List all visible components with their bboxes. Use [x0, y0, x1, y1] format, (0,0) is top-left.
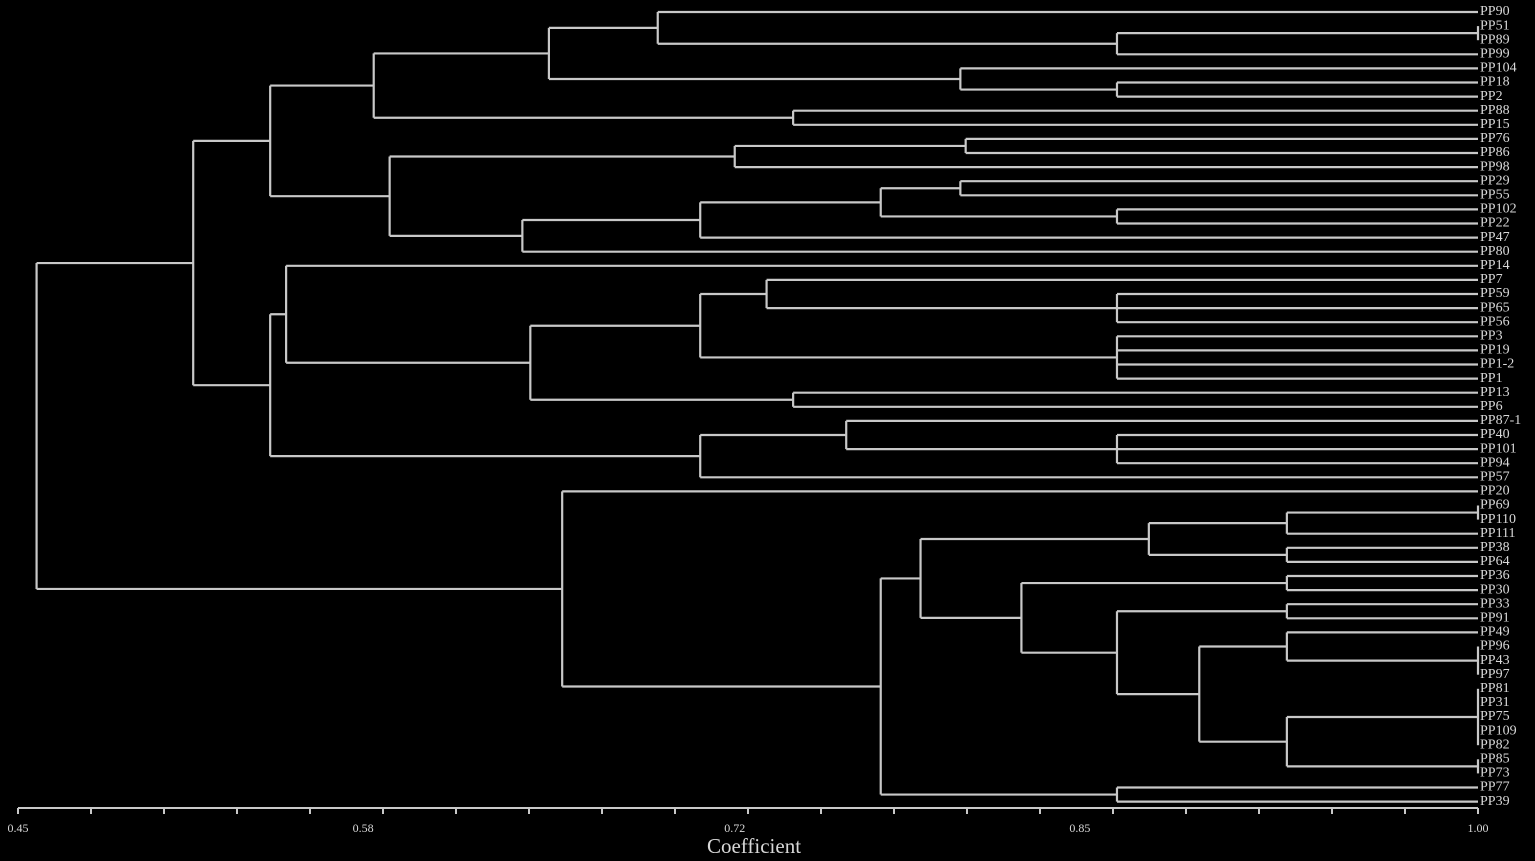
- leaf-label: PP85: [1480, 752, 1510, 767]
- leaf-label: PP111: [1480, 526, 1516, 541]
- leaf-label: PP89: [1480, 32, 1510, 47]
- leaf-label: PP1: [1480, 371, 1503, 386]
- leaf-label: PP77: [1480, 780, 1510, 795]
- leaf-label: PP51: [1480, 18, 1510, 33]
- leaf-label: PP90: [1480, 4, 1510, 19]
- leaf-label: PP86: [1480, 145, 1510, 160]
- leaf-label: PP96: [1480, 639, 1510, 654]
- leaf-label: PP13: [1480, 385, 1510, 400]
- leaf-label: PP97: [1480, 667, 1510, 682]
- axis-tick-label: 0.58: [353, 821, 374, 835]
- leaf-label: PP49: [1480, 625, 1510, 640]
- leaf-label: PP64: [1480, 554, 1510, 569]
- leaf-label: PP76: [1480, 131, 1510, 146]
- leaf-label: PP19: [1480, 343, 1510, 358]
- leaf-label: PP1-2: [1480, 357, 1514, 372]
- axis-ticks: [17, 808, 1479, 814]
- leaf-label: PP6: [1480, 399, 1503, 414]
- leaf-label: PP40: [1480, 427, 1510, 442]
- leaf-label: PP18: [1480, 75, 1510, 90]
- leaf-label: PP3: [1480, 329, 1503, 344]
- leaf-label: PP15: [1480, 117, 1510, 132]
- leaf-label: PP47: [1480, 230, 1510, 245]
- axis-tick-label: 0.72: [724, 821, 745, 835]
- coefficient-axis: 0.45 0.58 0.72 0.85 1.00 Coefficient: [8, 807, 1489, 858]
- leaf-label: PP102: [1480, 202, 1517, 217]
- leaf-label: PP31: [1480, 695, 1510, 710]
- leaf-label: PP7: [1480, 272, 1503, 287]
- leaf-label: PP30: [1480, 582, 1510, 597]
- leaf-label: PP39: [1480, 794, 1510, 809]
- leaf-label: PP81: [1480, 681, 1510, 696]
- leaf-label: PP88: [1480, 103, 1510, 118]
- axis-tick-label: 0.45: [8, 821, 29, 835]
- leaf-label: PP104: [1480, 61, 1517, 76]
- axis-title: Coefficient: [707, 834, 801, 858]
- leaf-label: PP87-1: [1480, 413, 1521, 428]
- leaf-label: PP75: [1480, 709, 1510, 724]
- leaf-label: PP73: [1480, 766, 1510, 781]
- leaf-label: PP110: [1480, 512, 1516, 527]
- leaf-label: PP82: [1480, 737, 1510, 752]
- leaf-label: PP99: [1480, 47, 1510, 62]
- leaf-label: PP55: [1480, 188, 1510, 203]
- leaf-label: PP38: [1480, 540, 1510, 555]
- leaf-label: PP80: [1480, 244, 1510, 259]
- leaf-label: PP2: [1480, 89, 1503, 104]
- leaf-label: PP98: [1480, 159, 1510, 174]
- leaf-label: PP43: [1480, 653, 1510, 668]
- leaf-label: PP101: [1480, 441, 1517, 456]
- leaf-label: PP91: [1480, 611, 1510, 626]
- leaf-labels: PP90PP51PP89PP99PP104PP18PP2PP88PP15PP76…: [1480, 4, 1521, 809]
- leaf-label: PP14: [1480, 258, 1510, 273]
- dendrogram-branches: [35, 10, 1480, 803]
- axis-tick-label: 1.00: [1468, 821, 1489, 835]
- leaf-label: PP33: [1480, 596, 1510, 611]
- leaf-label: PP22: [1480, 216, 1510, 231]
- leaf-label: PP57: [1480, 470, 1510, 485]
- leaf-label: PP69: [1480, 498, 1510, 513]
- leaf-label: PP65: [1480, 300, 1510, 315]
- leaf-label: PP36: [1480, 568, 1510, 583]
- leaf-label: PP20: [1480, 484, 1510, 499]
- leaf-label: PP29: [1480, 173, 1510, 188]
- leaf-label: PP109: [1480, 723, 1517, 738]
- axis-tick-label: 0.85: [1069, 821, 1090, 835]
- leaf-label: PP94: [1480, 455, 1510, 470]
- axis-tick-labels: 0.45 0.58 0.72 0.85 1.00: [8, 821, 1489, 835]
- leaf-label: PP56: [1480, 314, 1510, 329]
- leaf-label: PP59: [1480, 286, 1510, 301]
